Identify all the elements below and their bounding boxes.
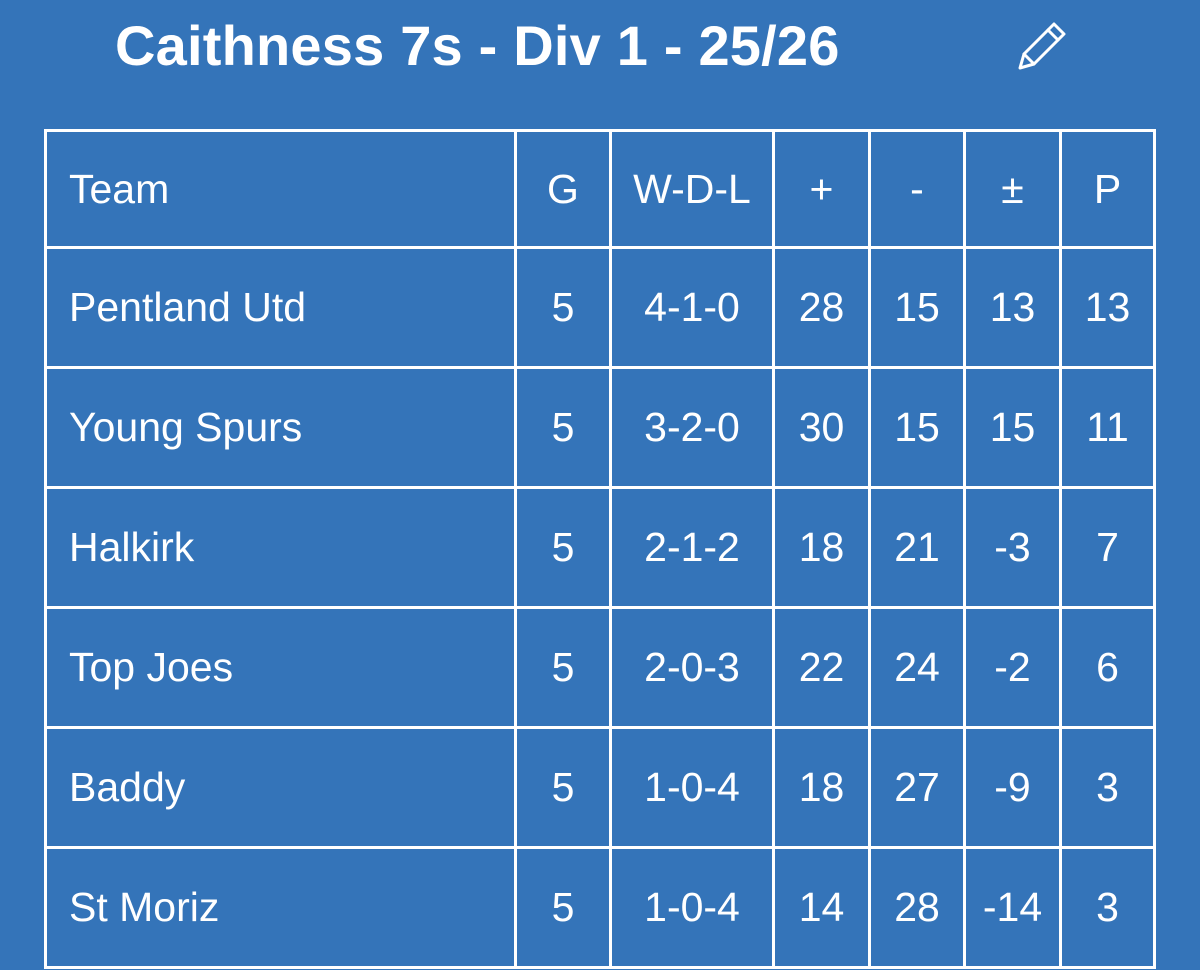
goals-for-cell: 18 [775,489,871,609]
points-cell: 3 [1062,729,1156,849]
goal-difference-cell: 13 [966,249,1062,369]
games-cell: 5 [517,249,612,369]
team-name: Halkirk [44,489,517,609]
games-cell: 5 [517,609,612,729]
goals-against-cell: 15 [871,249,966,369]
goal-difference-cell: -3 [966,489,1062,609]
page-title: Caithness 7s - Div 1 - 25/26 [115,14,840,77]
team-name: Top Joes [44,609,517,729]
table-row: Pentland Utd 5 4-1-0 28 15 13 13 [44,249,1156,369]
games-cell: 5 [517,849,612,969]
table-row: Young Spurs 5 3-2-0 30 15 15 11 [44,369,1156,489]
goals-against-cell: 24 [871,609,966,729]
record-cell: 1-0-4 [612,849,775,969]
pencil-icon [1018,22,1066,70]
column-header-team[interactable]: Team [44,129,517,249]
table-header-row: Team G W-D-L + - ± P [44,129,1156,249]
goal-difference-cell: 15 [966,369,1062,489]
points-cell: 11 [1062,369,1156,489]
column-header-points[interactable]: P [1062,129,1156,249]
goal-difference-cell: -2 [966,609,1062,729]
goals-for-cell: 18 [775,729,871,849]
goals-against-cell: 21 [871,489,966,609]
column-header-goals-against[interactable]: - [871,129,966,249]
points-cell: 6 [1062,609,1156,729]
goals-for-cell: 22 [775,609,871,729]
goal-difference-cell: -14 [966,849,1062,969]
games-cell: 5 [517,489,612,609]
edit-title-button[interactable] [1014,18,1070,74]
goal-difference-cell: -9 [966,729,1062,849]
goals-for-cell: 14 [775,849,871,969]
standings-table: Team G W-D-L + - ± P Pentland Utd 5 4-1-… [44,129,1156,969]
table-row: Baddy 5 1-0-4 18 27 -9 3 [44,729,1156,849]
team-name: Pentland Utd [44,249,517,369]
games-cell: 5 [517,729,612,849]
table-row: Halkirk 5 2-1-2 18 21 -3 7 [44,489,1156,609]
table-row: Top Joes 5 2-0-3 22 24 -2 6 [44,609,1156,729]
goals-against-cell: 27 [871,729,966,849]
record-cell: 2-1-2 [612,489,775,609]
goals-against-cell: 15 [871,369,966,489]
team-name: St Moriz [44,849,517,969]
column-header-record[interactable]: W-D-L [612,129,775,249]
table-row: St Moriz 5 1-0-4 14 28 -14 3 [44,849,1156,969]
points-cell: 3 [1062,849,1156,969]
header: Caithness 7s - Div 1 - 25/26 [0,0,1200,90]
record-cell: 3-2-0 [612,369,775,489]
goals-for-cell: 28 [775,249,871,369]
team-name: Young Spurs [44,369,517,489]
column-header-goal-difference[interactable]: ± [966,129,1062,249]
goals-against-cell: 28 [871,849,966,969]
points-cell: 13 [1062,249,1156,369]
record-cell: 4-1-0 [612,249,775,369]
points-cell: 7 [1062,489,1156,609]
record-cell: 2-0-3 [612,609,775,729]
team-name: Baddy [44,729,517,849]
goals-for-cell: 30 [775,369,871,489]
column-header-goals-for[interactable]: + [775,129,871,249]
games-cell: 5 [517,369,612,489]
record-cell: 1-0-4 [612,729,775,849]
column-header-games[interactable]: G [517,129,612,249]
